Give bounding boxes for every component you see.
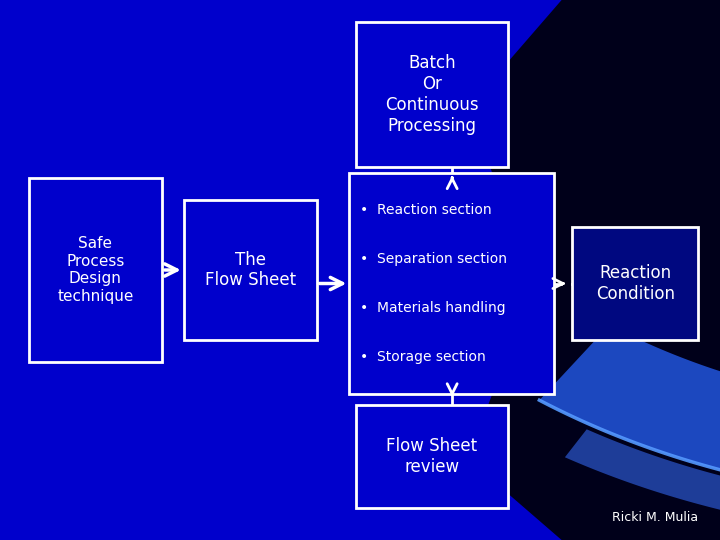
Text: •  Materials handling: • Materials handling [360, 301, 505, 315]
FancyBboxPatch shape [572, 227, 698, 340]
Polygon shape [565, 429, 720, 538]
Text: Flow Sheet
review: Flow Sheet review [387, 437, 477, 476]
Text: •  Separation section: • Separation section [360, 252, 507, 266]
Polygon shape [468, 0, 720, 540]
Text: Batch
Or
Continuous
Processing: Batch Or Continuous Processing [385, 55, 479, 134]
FancyBboxPatch shape [184, 200, 317, 340]
FancyBboxPatch shape [349, 173, 554, 394]
Polygon shape [539, 325, 720, 502]
Text: The
Flow Sheet: The Flow Sheet [204, 251, 296, 289]
FancyBboxPatch shape [356, 405, 508, 508]
Text: •  Reaction section: • Reaction section [360, 202, 492, 217]
Text: •  Storage section: • Storage section [360, 350, 486, 365]
Text: Reaction
Condition: Reaction Condition [596, 264, 675, 303]
FancyBboxPatch shape [356, 22, 508, 167]
Text: Safe
Process
Design
technique: Safe Process Design technique [57, 237, 134, 303]
Text: Ricki M. Mulia: Ricki M. Mulia [612, 511, 698, 524]
FancyBboxPatch shape [29, 178, 162, 362]
